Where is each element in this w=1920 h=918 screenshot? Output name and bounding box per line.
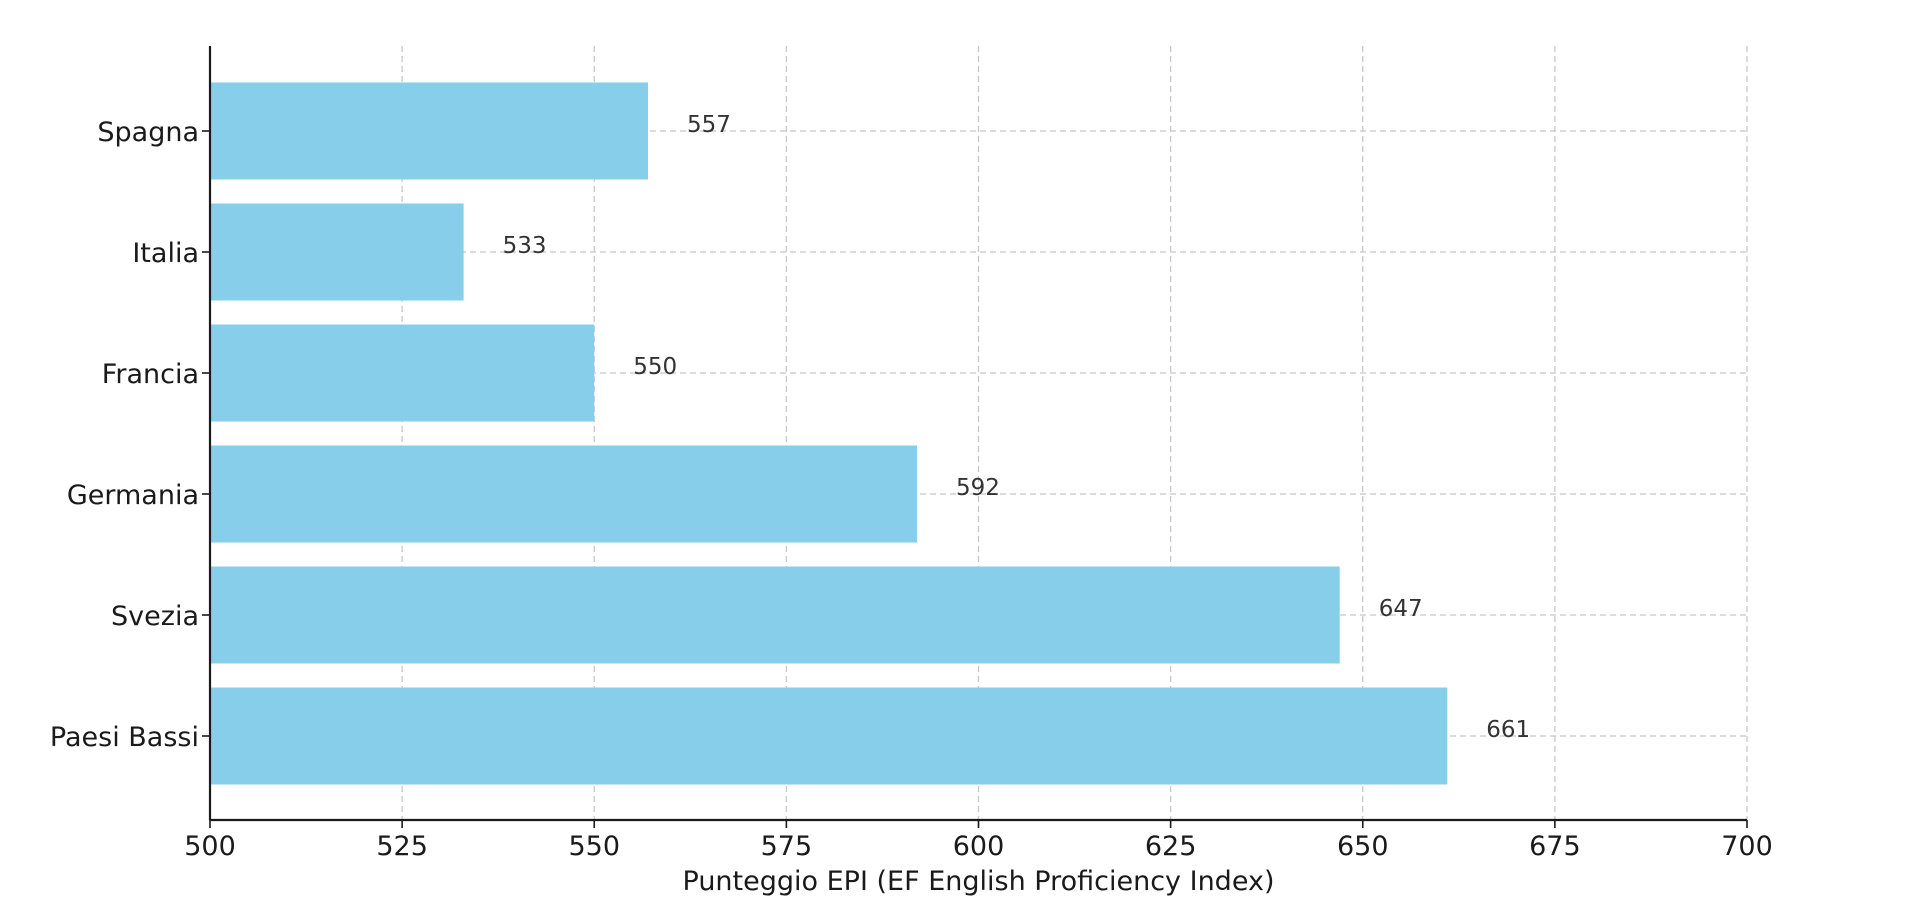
bar: [210, 324, 595, 422]
bar-value-label: 592: [956, 475, 1000, 501]
x-tick-label: 675: [1529, 831, 1581, 862]
x-tick-label: 700: [1721, 831, 1773, 862]
y-tick-label: Francia: [102, 359, 199, 390]
bar: [210, 566, 1340, 664]
bar: [210, 445, 918, 543]
x-tick-label: 500: [184, 831, 236, 862]
x-tick-label: 525: [376, 831, 428, 862]
y-tick-label: Italia: [132, 238, 199, 269]
bar-value-label: 550: [633, 354, 677, 380]
y-tick-label: Spagna: [97, 117, 199, 148]
bar: [210, 203, 464, 301]
x-tick-label: 650: [1337, 831, 1389, 862]
bar-value-label: 557: [687, 112, 731, 138]
x-axis-title: Punteggio EPI (EF English Proficiency In…: [683, 866, 1275, 897]
x-tick-label: 550: [568, 831, 620, 862]
label-layer: 500 525 550 575 600 625 650 675 700 Spagna 557 Ital…: [50, 112, 1773, 862]
y-tick-label: Paesi Bassi: [50, 722, 199, 753]
y-tick-label: Germania: [67, 480, 199, 511]
x-tick-label: 600: [953, 831, 1005, 862]
bar-value-label: 647: [1379, 596, 1423, 622]
bar: [210, 82, 649, 180]
bar-layer: [210, 82, 1448, 785]
bar: [210, 687, 1448, 785]
x-tick-label: 575: [761, 831, 813, 862]
x-tick-label: 625: [1145, 831, 1197, 862]
bar-value-label: 661: [1486, 717, 1530, 743]
bar-value-label: 533: [503, 233, 547, 259]
y-tick-label: Svezia: [111, 601, 199, 632]
